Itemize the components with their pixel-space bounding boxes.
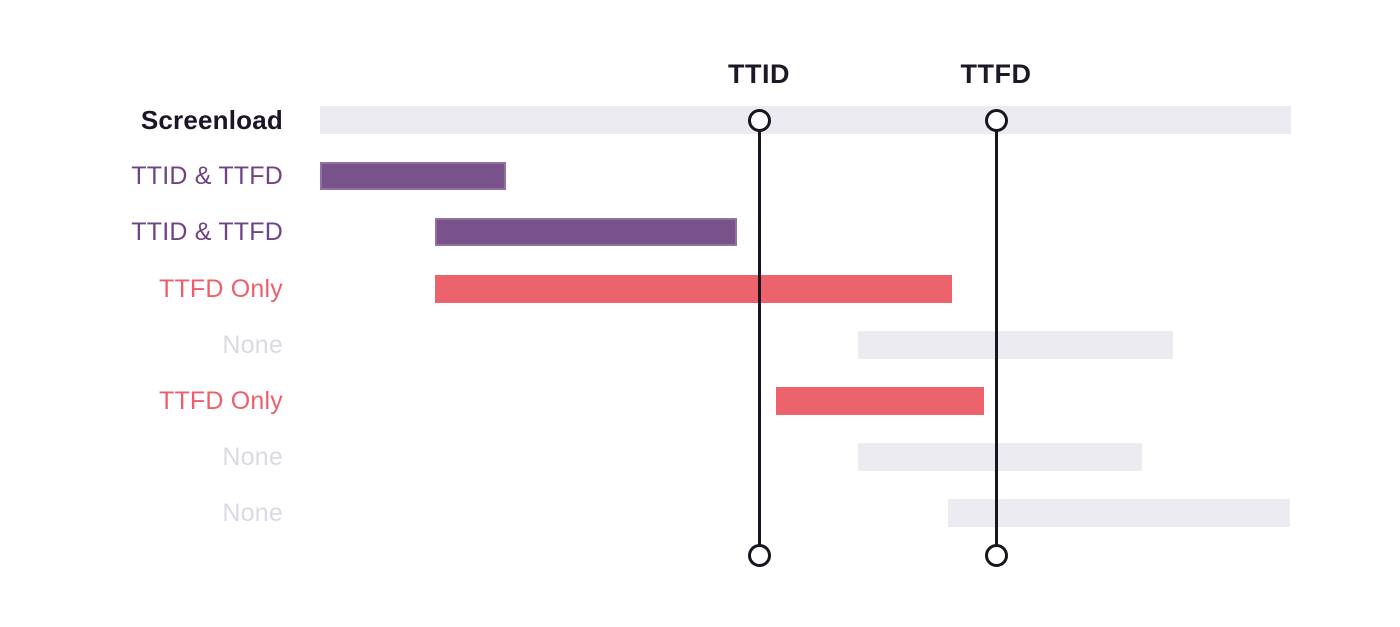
- span-bar-ttid_ttfd: [435, 218, 737, 246]
- marker-bottom-circle-ttid: [747, 543, 771, 567]
- row-label-none: None: [222, 443, 283, 471]
- marker-top-circle-ttid: [747, 108, 771, 132]
- row-label-screenload: Screenload: [140, 105, 283, 135]
- marker-label-ttfd: TTFD: [960, 59, 1032, 89]
- row-label-ttid_ttfd: TTID & TTFD: [131, 162, 283, 190]
- span-bar-screenload: [320, 106, 1291, 134]
- marker-line-ttfd: [994, 120, 998, 555]
- marker-label-ttid: TTID: [728, 59, 790, 89]
- marker-line-ttid: [757, 120, 761, 555]
- row-label-none: None: [222, 331, 283, 359]
- span-bar-ttid_ttfd: [320, 162, 506, 190]
- marker-bottom-circle-ttfd: [984, 543, 1008, 567]
- row-label-ttfd_only: TTFD Only: [158, 387, 283, 415]
- row-label-ttfd_only: TTFD Only: [158, 275, 283, 303]
- span-bar-none: [948, 499, 1290, 527]
- row-label-none: None: [222, 499, 283, 527]
- span-bar-none: [858, 443, 1142, 471]
- span-bar-ttfd_only: [776, 387, 984, 415]
- span-bar-none: [858, 331, 1173, 359]
- row-label-ttid_ttfd: TTID & TTFD: [131, 218, 283, 246]
- marker-top-circle-ttfd: [984, 108, 1008, 132]
- span-bar-ttfd_only: [435, 275, 952, 303]
